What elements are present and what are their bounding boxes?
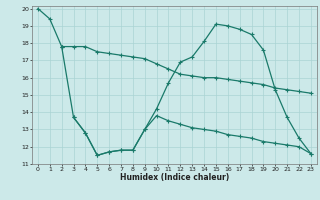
X-axis label: Humidex (Indice chaleur): Humidex (Indice chaleur) <box>120 173 229 182</box>
